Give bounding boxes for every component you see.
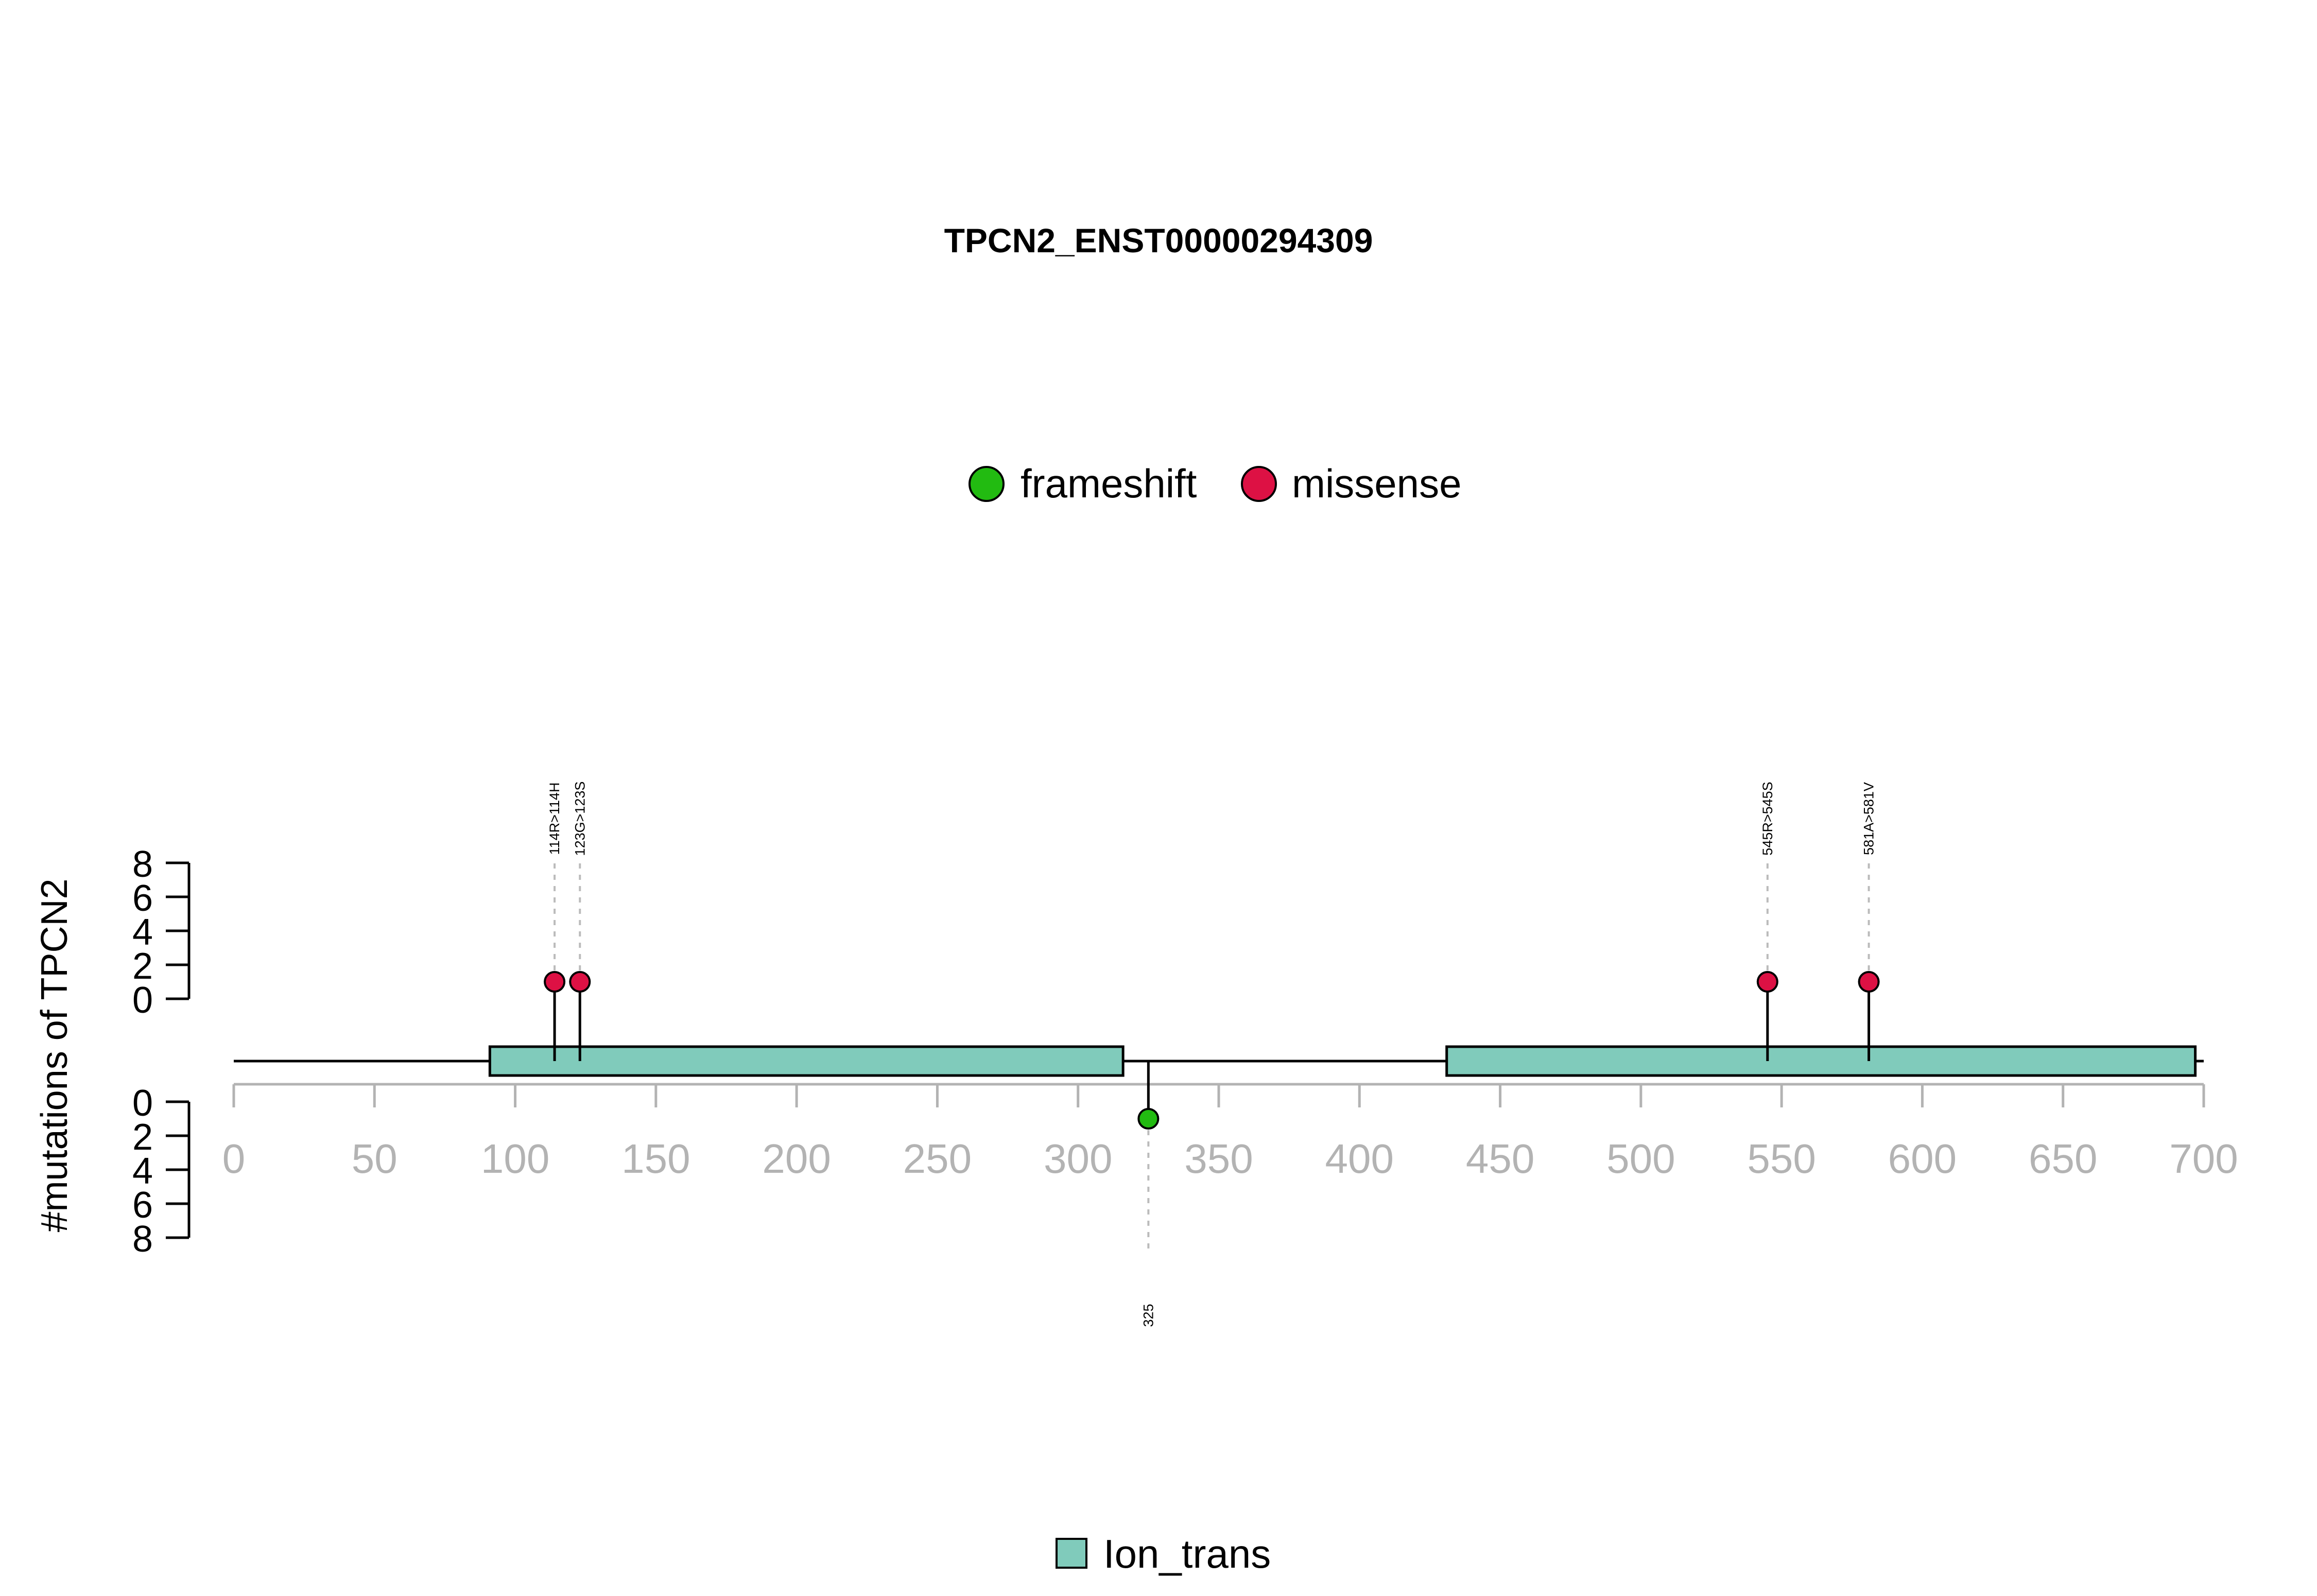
mutation-label: 581A>581V bbox=[1861, 782, 1877, 855]
y-tick-label-bottom: 6 bbox=[132, 1185, 153, 1226]
x-tick-label: 100 bbox=[481, 1136, 549, 1182]
chart-title: TPCN2_ENST00000294309 bbox=[944, 221, 1373, 259]
mutation-label: 545R>545S bbox=[1760, 782, 1775, 855]
x-tick-label: 500 bbox=[1606, 1136, 1675, 1182]
y-tick-label-bottom: 2 bbox=[132, 1117, 153, 1158]
y-tick-label-top: 8 bbox=[132, 844, 153, 885]
x-tick-label: 200 bbox=[762, 1136, 831, 1182]
y-axis-label: #mutations of TPCN2 bbox=[34, 879, 75, 1233]
domain-ion-trans bbox=[1445, 1045, 2197, 1077]
axes: 0 50 100 150 200 250 300 350 400 450 500 550 600 650 7… bbox=[132, 844, 2238, 1260]
mutation-legend: frameshift missense bbox=[969, 461, 1461, 506]
legend-ion-trans-label: Ion_trans bbox=[1103, 1531, 1271, 1576]
mutation-point-missense bbox=[569, 971, 591, 993]
x-tick-label: 400 bbox=[1325, 1136, 1394, 1182]
y-tick-label-bottom: 0 bbox=[132, 1083, 153, 1124]
x-tick-label: 600 bbox=[1888, 1136, 1957, 1182]
x-tick-label: 0 bbox=[222, 1136, 246, 1182]
y-tick-label-top: 0 bbox=[132, 980, 153, 1021]
x-tick-label: 50 bbox=[352, 1136, 397, 1182]
legend-missense-label: missense bbox=[1292, 461, 1461, 506]
mutation-point-missense bbox=[1858, 971, 1880, 993]
legend-ion-trans-swatch bbox=[1056, 1538, 1087, 1569]
mutation-label: 325 bbox=[1140, 1304, 1156, 1327]
domain-ion-trans bbox=[488, 1045, 1125, 1077]
x-tick-label: 550 bbox=[1747, 1136, 1815, 1182]
mutation-point-missense bbox=[544, 971, 566, 993]
mutation-point-missense bbox=[1756, 971, 1778, 993]
mutation-point-frameshift bbox=[1137, 1108, 1160, 1130]
legend-missense-marker bbox=[1241, 466, 1277, 502]
x-tick-label: 300 bbox=[1044, 1136, 1112, 1182]
mutation-label: 123G>123S bbox=[572, 782, 587, 856]
y-tick-label-top: 4 bbox=[132, 912, 153, 953]
x-tick-label: 450 bbox=[1466, 1136, 1534, 1182]
x-tick-label: 250 bbox=[903, 1136, 972, 1182]
y-tick-label-bottom: 8 bbox=[132, 1219, 153, 1260]
x-tick-label: 700 bbox=[2169, 1136, 2238, 1182]
protein-backbone bbox=[234, 1045, 2204, 1077]
x-tick-label: 650 bbox=[2029, 1136, 2097, 1182]
mutation-lollipops: 114R>114H 123G>123S 545R>545S 581A>581V 325 bbox=[544, 782, 1880, 1327]
x-tick-label: 150 bbox=[621, 1136, 690, 1182]
legend-frameshift-label: frameshift bbox=[1021, 461, 1197, 506]
x-tick-label: 350 bbox=[1184, 1136, 1253, 1182]
y-tick-label-bottom: 4 bbox=[132, 1151, 153, 1192]
y-tick-label-top: 2 bbox=[132, 946, 153, 987]
y-tick-label-top: 6 bbox=[132, 878, 153, 919]
mutation-label: 114R>114H bbox=[547, 783, 562, 855]
domain-legend: Ion_trans bbox=[1056, 1531, 1271, 1576]
legend-frameshift-marker bbox=[969, 466, 1005, 502]
